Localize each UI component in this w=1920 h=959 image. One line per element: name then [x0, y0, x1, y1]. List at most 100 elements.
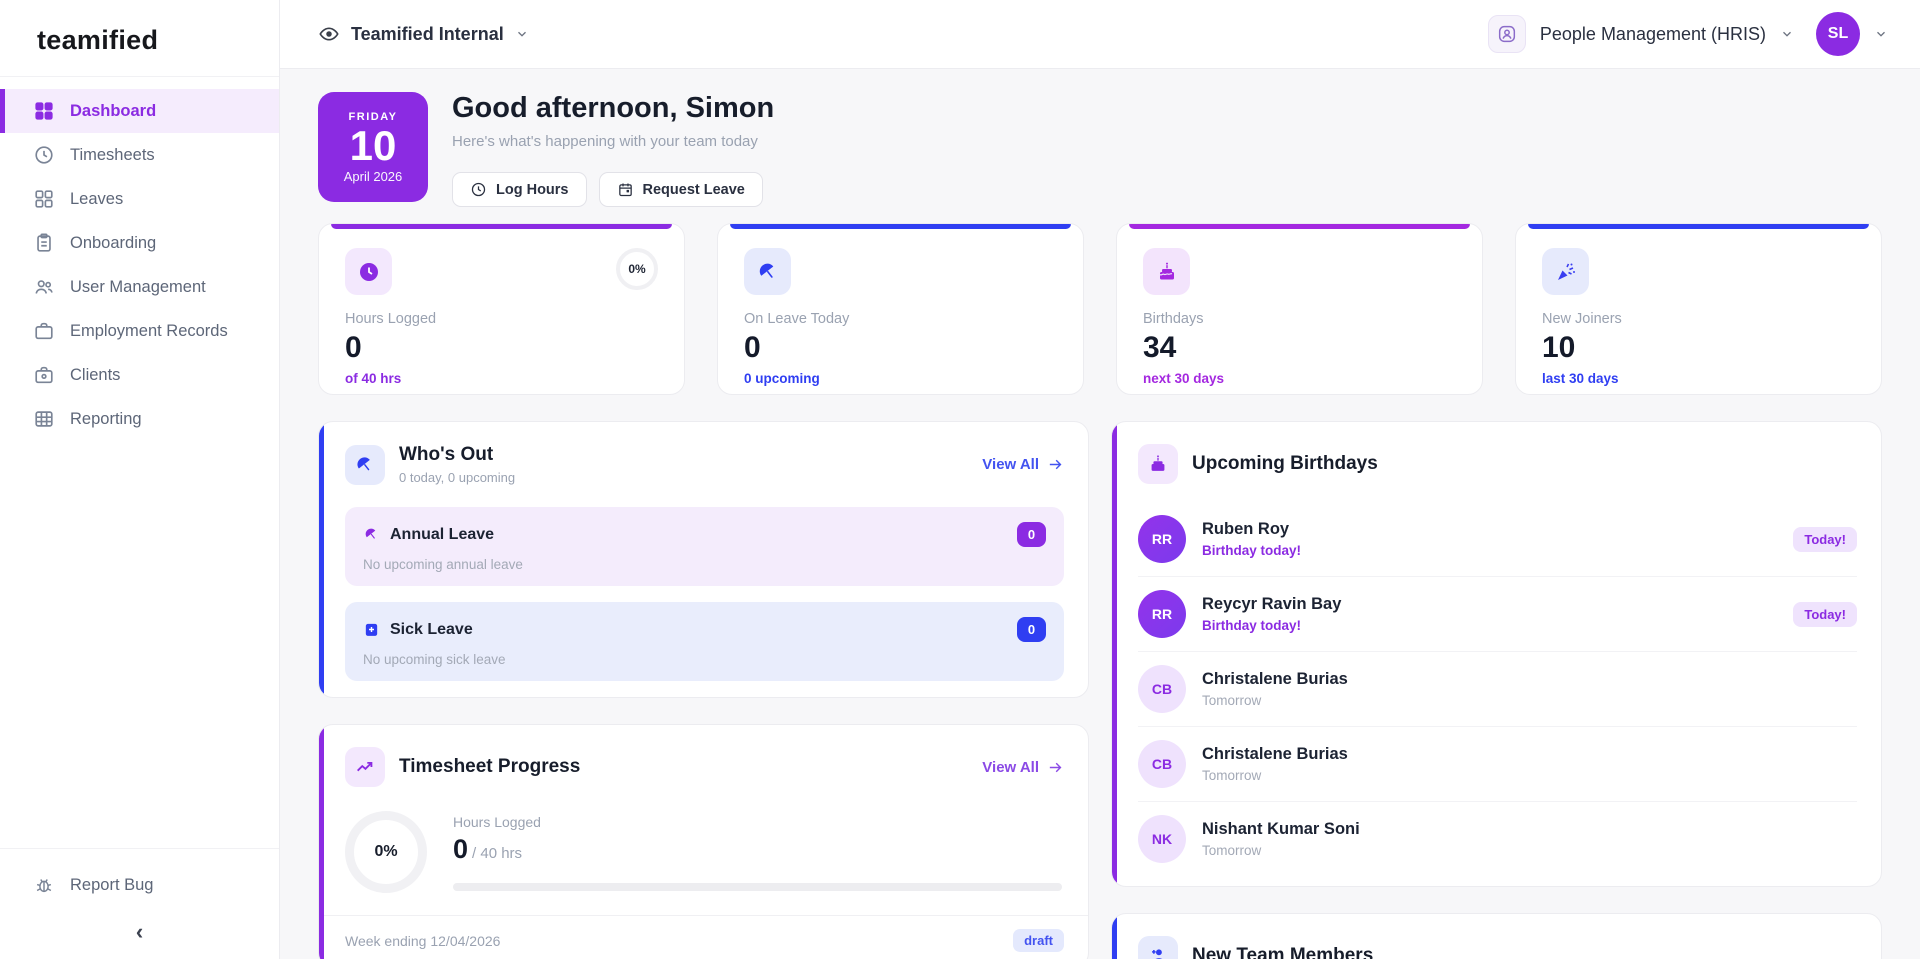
sidebar-item-label: Dashboard — [70, 101, 157, 120]
hours-value: 0 — [453, 833, 469, 864]
sidebar-collapse-button[interactable]: ‹ — [0, 919, 279, 945]
stat-card-birthdays[interactable]: Birthdays 34 next 30 days — [1116, 223, 1483, 395]
dashboard-content: FRIDAY 10 April 2026 Good afternoon, Sim… — [280, 69, 1920, 959]
arrow-right-icon — [1049, 459, 1062, 470]
sidebar-item-leaves[interactable]: Leaves — [0, 177, 279, 221]
birthday-row[interactable]: RR Reycyr Ravin Bay Birthday today! Toda… — [1138, 576, 1857, 651]
stat-icon-wrap — [744, 248, 791, 295]
stat-icon-wrap — [345, 248, 392, 295]
avatar: CB — [1138, 665, 1186, 713]
clock-icon — [35, 146, 53, 164]
avatar: RR — [1138, 590, 1186, 638]
sidebar-item-dashboard[interactable]: Dashboard — [0, 89, 279, 133]
view-all-label: View All — [982, 758, 1039, 776]
avatar: RR — [1138, 515, 1186, 563]
sidebar-item-user-management[interactable]: User Management — [0, 265, 279, 309]
person-name: Christalene Burias — [1202, 745, 1348, 763]
logo-wrap: teamified — [0, 0, 279, 77]
card-title: Timesheet Progress — [399, 756, 581, 777]
date-weekday: FRIDAY — [348, 110, 398, 123]
stat-label: New Joiners — [1542, 311, 1622, 327]
stat-label: On Leave Today — [744, 311, 850, 327]
clients-briefcase-icon — [35, 366, 53, 384]
annual-leave-row[interactable]: Annual Leave 0 No upcoming annual leave — [345, 507, 1064, 586]
quick-actions: Log Hours Request Leave — [452, 172, 774, 207]
person-name: Christalene Burias — [1202, 670, 1348, 688]
chevron-down-icon — [517, 31, 526, 37]
hours-logged-value: 0/ 40 hrs — [453, 834, 1062, 865]
timesheet-view-all-link[interactable]: View All — [982, 759, 1064, 776]
beach-umbrella-icon — [759, 263, 773, 278]
sidebar-item-clients[interactable]: Clients — [0, 353, 279, 397]
stats-row: 0% Hours Logged 0 of 40 hrs On Leave Tod… — [318, 223, 1882, 395]
timesheet-percent-ring: 0% — [345, 811, 427, 893]
cake-icon — [1151, 455, 1165, 471]
card-title: New Team Members — [1192, 945, 1374, 959]
new-team-members-card: New Team Members JC Joevert Cada 07/04/2… — [1111, 913, 1882, 959]
stat-card-on-leave-today[interactable]: On Leave Today 0 0 upcoming — [717, 223, 1084, 395]
first-aid-kit-icon — [365, 623, 378, 636]
app-switcher-label[interactable]: People Management (HRIS) — [1539, 23, 1766, 44]
request-leave-button[interactable]: Request Leave — [598, 172, 763, 207]
trend-up-icon — [357, 761, 373, 772]
person-badge-icon — [1498, 25, 1515, 43]
date-month: April 2026 — [343, 168, 403, 184]
request-leave-label: Request Leave — [642, 181, 745, 198]
upcoming-birthdays-card: Upcoming Birthdays RR Ruben Roy Birthday… — [1111, 421, 1882, 887]
date-number: 10 — [349, 121, 397, 169]
birthday-row[interactable]: CB Christalene Burias Tomorrow — [1138, 726, 1857, 801]
accent-bar — [1528, 224, 1869, 229]
sidebar: teamified Dashboard Timesheets Leaves On… — [0, 0, 280, 959]
card-icon-wrap — [1138, 936, 1178, 959]
person-name: Nishant Kumar Soni — [1202, 820, 1360, 838]
user-avatar[interactable]: SL — [1816, 12, 1860, 56]
leave-type-label: Sick Leave — [390, 620, 473, 638]
sick-leave-row[interactable]: Sick Leave 0 No upcoming sick leave — [345, 602, 1064, 681]
user-plus-icon — [1152, 949, 1163, 959]
right-column: Upcoming Birthdays RR Ruben Roy Birthday… — [1111, 421, 1882, 959]
stat-sub: of 40 hrs — [345, 371, 402, 386]
workspace-switcher[interactable]: Teamified Internal — [318, 23, 529, 45]
stat-card-hours-logged[interactable]: 0% Hours Logged 0 of 40 hrs — [318, 223, 685, 395]
birthday-row[interactable]: RR Ruben Roy Birthday today! Today! — [1138, 502, 1857, 576]
sidebar-item-label: Clients — [70, 365, 121, 384]
today-badge: Today! — [1793, 601, 1857, 627]
whos-out-view-all-link[interactable]: View All — [982, 456, 1064, 473]
birthday-list: RR Ruben Roy Birthday today! Today! RR R… — [1112, 498, 1881, 886]
card-subtitle: 0 today, 0 upcoming — [399, 470, 516, 485]
report-bug-button[interactable]: Report Bug — [0, 867, 279, 903]
log-hours-button[interactable]: Log Hours — [452, 172, 587, 207]
sidebar-item-label: Reporting — [70, 409, 142, 428]
stat-sub: next 30 days — [1143, 371, 1225, 386]
sidebar-footer: Report Bug ‹ — [0, 848, 279, 959]
arrow-right-icon — [1049, 762, 1062, 772]
birthday-note: Birthday today! — [1202, 543, 1302, 558]
chevron-down-icon[interactable] — [1780, 27, 1794, 41]
sidebar-item-reporting[interactable]: Reporting — [0, 397, 279, 441]
percent-ring-badge: 0% — [616, 248, 658, 290]
accent-bar — [730, 224, 1071, 229]
party-popper-icon — [1557, 263, 1575, 280]
stat-label: Birthdays — [1143, 311, 1204, 327]
birthday-row[interactable]: CB Christalene Burias Tomorrow — [1138, 651, 1857, 726]
sidebar-item-employment-records[interactable]: Employment Records — [0, 309, 279, 353]
sidebar-nav: Dashboard Timesheets Leaves Onboarding U… — [0, 77, 279, 848]
birthday-row[interactable]: NK Nishant Kumar Soni Tomorrow — [1138, 801, 1857, 876]
birthday-note: Tomorrow — [1202, 693, 1262, 708]
sidebar-item-timesheets[interactable]: Timesheets — [0, 133, 279, 177]
card-icon-wrap — [1138, 444, 1178, 484]
stat-card-new-joiners[interactable]: New Joiners 10 last 30 days — [1515, 223, 1882, 395]
calendar-icon — [618, 183, 632, 197]
stat-icon-wrap — [1143, 248, 1190, 295]
avatar: CB — [1138, 740, 1186, 788]
birthday-note: Birthday today! — [1202, 618, 1302, 633]
chevron-left-icon: ‹ — [135, 919, 144, 944]
sidebar-item-onboarding[interactable]: Onboarding — [0, 221, 279, 265]
date-card: FRIDAY 10 April 2026 — [318, 92, 428, 202]
hours-total: / 40 hrs — [472, 844, 523, 862]
left-column: Who's Out 0 today, 0 upcoming View All A… — [318, 421, 1089, 959]
person-name: Ruben Roy — [1202, 520, 1290, 538]
clipboard-icon — [37, 233, 51, 252]
leave-type-label: Annual Leave — [390, 525, 495, 543]
chevron-down-icon[interactable] — [1874, 27, 1888, 41]
